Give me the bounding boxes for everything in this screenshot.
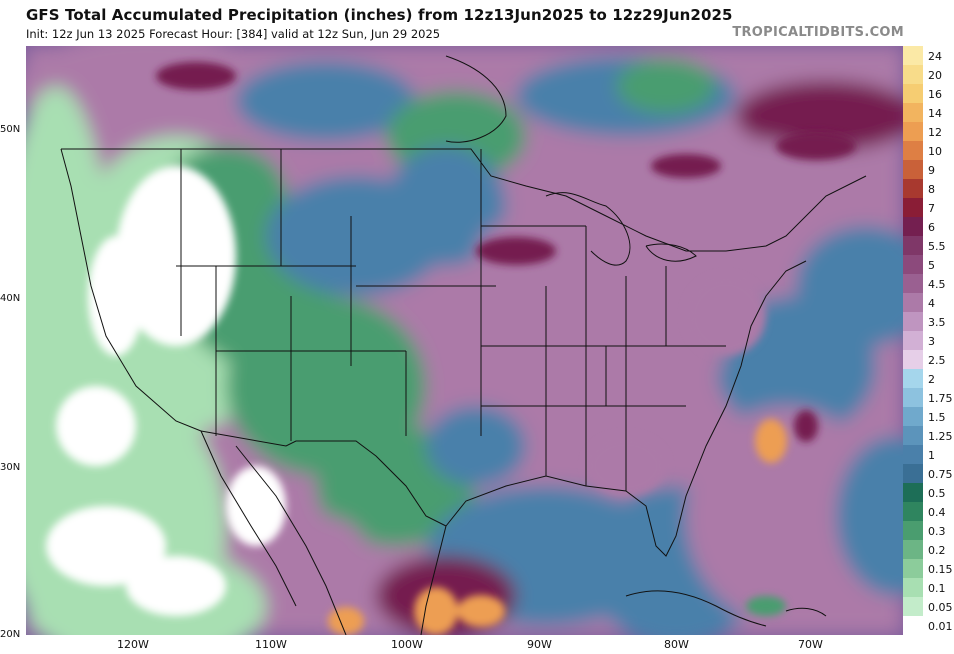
legend-label: 24	[928, 49, 942, 63]
lon-label-80w: 80W	[664, 638, 689, 651]
legend-swatch	[903, 521, 923, 541]
legend-swatch	[903, 255, 923, 275]
legend-swatch	[903, 65, 923, 85]
us-canada-border	[61, 148, 867, 252]
legend-label: 0.15	[928, 562, 953, 576]
legend-swatch	[903, 578, 923, 598]
lon-label-110w: 110W	[255, 638, 287, 651]
legend-swatch	[903, 445, 923, 465]
lon-label-70w: 70W	[798, 638, 823, 651]
legend-swatch	[903, 236, 923, 256]
hispaniola	[785, 607, 827, 617]
legend-swatch	[903, 407, 923, 427]
legend-label: 0.01	[928, 619, 953, 633]
legend-label: 0.2	[928, 543, 946, 557]
legend-swatch	[903, 616, 923, 636]
legend-label: 2.5	[928, 353, 946, 367]
legend-label: 0.3	[928, 524, 946, 538]
lat-label-40n: 40N	[0, 293, 21, 304]
legend-label: 2	[928, 372, 935, 386]
legend-swatch	[903, 103, 923, 123]
legend-label: 7	[928, 201, 935, 215]
legend-label: 0.05	[928, 600, 953, 614]
legend-swatch	[903, 312, 923, 332]
legend-label: 14	[928, 106, 942, 120]
borders	[60, 55, 867, 635]
legend-label: 0.4	[928, 505, 946, 519]
legend-swatch	[903, 597, 923, 617]
lat-label-20n: 20N	[0, 629, 21, 640]
legend-swatch	[903, 502, 923, 522]
lon-label-90w: 90W	[527, 638, 552, 651]
legend-swatch	[903, 464, 923, 484]
mexico-gulf-coast	[420, 525, 447, 635]
legend-label: 20	[928, 68, 942, 82]
legend-swatch	[903, 293, 923, 313]
legend-label: 8	[928, 182, 935, 196]
baja-california	[200, 430, 297, 607]
lat-label-30n: 30N	[0, 462, 21, 473]
precip-accents	[46, 62, 856, 635]
legend-label: 1	[928, 448, 935, 462]
legend-swatch	[903, 84, 923, 104]
legend-label: 5.5	[928, 239, 946, 253]
legend-swatch	[903, 160, 923, 180]
legend-label: 6	[928, 220, 935, 234]
lon-label-100w: 100W	[391, 638, 423, 651]
source-credit: TROPICALTIDBITS.COM	[732, 25, 904, 40]
legend-swatch	[903, 141, 923, 161]
forecast-info: Init: 12z Jun 13 2025 Forecast Hour: [38…	[26, 27, 441, 41]
chart-title: GFS Total Accumulated Precipitation (inc…	[26, 6, 733, 24]
legend-swatch	[903, 46, 923, 66]
legend-swatch	[903, 388, 923, 408]
map-canvas	[26, 46, 903, 635]
legend-label: 1.5	[928, 410, 946, 424]
us-mexico-border	[200, 430, 447, 527]
legend-label: 0.5	[928, 486, 946, 500]
legend-swatch	[903, 540, 923, 560]
state-lines-east	[481, 225, 726, 491]
cuba	[625, 590, 767, 627]
lat-label-50n: 50N	[0, 124, 21, 135]
legend-label: 9	[928, 163, 935, 177]
legend-swatch	[903, 426, 923, 446]
legend-swatch	[903, 179, 923, 199]
legend-label: 5	[928, 258, 935, 272]
legend-swatch	[903, 369, 923, 389]
lon-label-120w: 120W	[117, 638, 149, 651]
legend-label: 0.1	[928, 581, 946, 595]
legend-label: 3	[928, 334, 935, 348]
legend-swatch	[903, 350, 923, 370]
legend-swatch	[903, 274, 923, 294]
legend-swatch	[903, 559, 923, 579]
legend-label: 1.75	[928, 391, 953, 405]
legend-swatch	[903, 217, 923, 237]
color-scale-legend: 24 20 16 14 12 10 9 8 7 6 5.5 5 4.5 4 3.5 3 2.5 2 1.75 1.5 1…	[903, 46, 953, 636]
legend-swatch	[903, 122, 923, 142]
legend-swatch	[903, 198, 923, 218]
legend-label: 4	[928, 296, 935, 310]
legend-swatch	[903, 331, 923, 351]
legend-label: 0.75	[928, 467, 953, 481]
state-lines-west	[176, 149, 496, 441]
legend-label: 4.5	[928, 277, 946, 291]
legend-label: 1.25	[928, 429, 953, 443]
legend-label: 16	[928, 87, 942, 101]
legend-label: 10	[928, 144, 942, 158]
legend-label: 3.5	[928, 315, 946, 329]
mexico-west-coast	[235, 445, 347, 635]
precipitation-map	[26, 46, 903, 635]
gulf-coast	[445, 260, 807, 557]
legend-swatch	[903, 483, 923, 503]
legend-label: 12	[928, 125, 942, 139]
hudson-bay	[445, 55, 507, 143]
great-lakes	[545, 192, 697, 266]
west-coast	[60, 148, 202, 432]
